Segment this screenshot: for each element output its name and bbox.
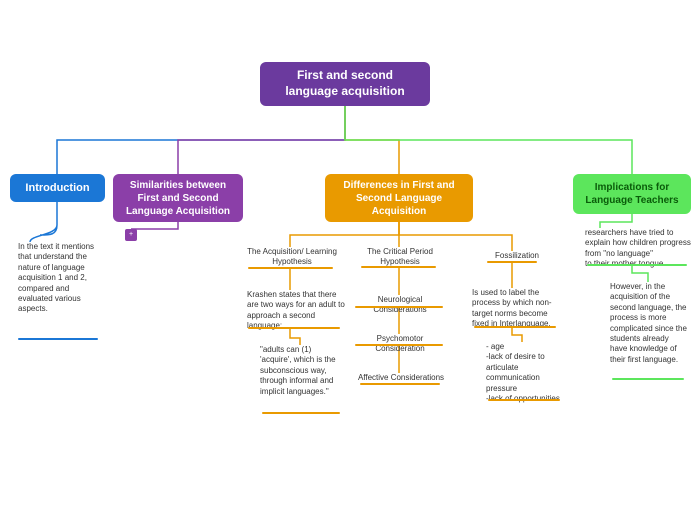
diff-child-underline-1-0: [355, 306, 443, 308]
diff-sub-underline-0: [248, 267, 333, 269]
diff-child-0-1: "adults can (1) 'acquire', which is the …: [260, 345, 342, 397]
similarities-badge[interactable]: +: [125, 229, 137, 241]
intro-text: In the text it mentions that understand …: [18, 242, 98, 315]
implications-child-1: However, in the acquisition of the secon…: [610, 282, 688, 365]
diff-child-1-2: Affective Considerations: [357, 373, 445, 383]
diff-child-2-0: Is used to label the process by which no…: [472, 288, 560, 330]
similarities-node[interactable]: Similarities between First and Second La…: [113, 174, 243, 222]
diff-child-underline-0-0: [248, 327, 340, 329]
implications-child-underline-1: [612, 378, 684, 380]
diff-child-underline-0-1: [262, 412, 340, 414]
intro-node[interactable]: Introduction: [10, 174, 105, 202]
diff-sub-title-0: The Acquisition/ Learning Hypothesis: [247, 247, 337, 266]
diff-sub-title-1: The Critical Period Hypothesis: [361, 247, 439, 266]
differences-node[interactable]: Differences in First and Second Language…: [325, 174, 473, 222]
diff-child-underline-2-0: [474, 326, 556, 328]
diff-child-underline-1-1: [355, 344, 443, 346]
diff-child-underline-2-1: [488, 399, 560, 401]
diff-child-0-0: Krashen states that there are two ways f…: [247, 290, 345, 332]
intro-text-underline: [18, 338, 98, 340]
diff-child-2-1: - age -lack of desire to articulate comm…: [486, 342, 564, 404]
diff-child-underline-1-2: [360, 383, 440, 385]
diff-sub-underline-2: [487, 261, 537, 263]
diff-sub-title-2: Fossilization: [487, 251, 547, 261]
root-node[interactable]: First and second language acquisition: [260, 62, 430, 106]
implications-node[interactable]: Implications for Language Teachers: [573, 174, 691, 214]
implications-child-underline-0: [587, 264, 687, 266]
diff-child-1-0: Neurological Considerations: [350, 295, 450, 314]
diff-sub-underline-1: [361, 266, 436, 268]
